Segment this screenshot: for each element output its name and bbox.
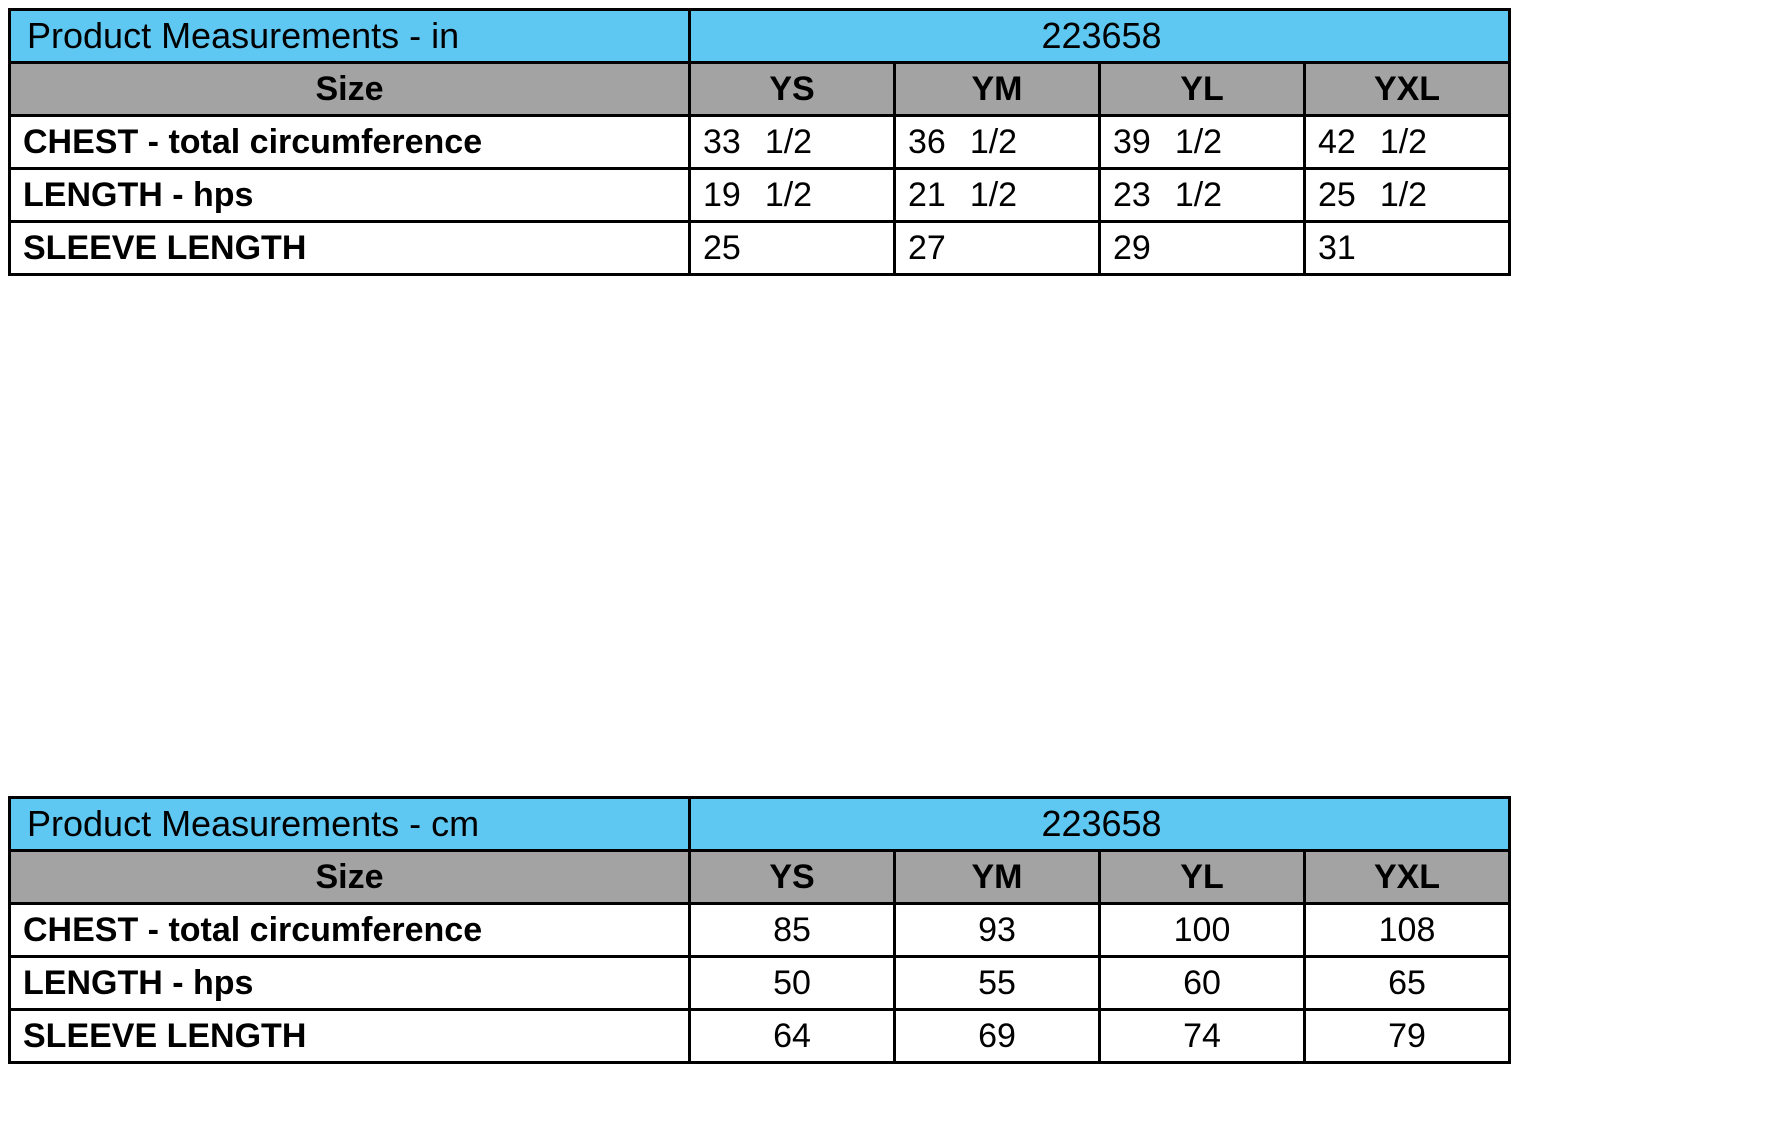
table-title: Product Measurements - in <box>10 10 690 63</box>
cell: 251/2 <box>1305 169 1510 222</box>
table-row: SLEEVE LENGTH 64 69 74 79 <box>10 1010 1510 1063</box>
table-row: SLEEVE LENGTH 25 27 29 31 <box>10 222 1510 275</box>
cell: 79 <box>1305 1010 1510 1063</box>
table-row: LENGTH - hps 191/2 211/2 231/2 251/2 <box>10 169 1510 222</box>
cell: 65 <box>1305 957 1510 1010</box>
cell: 64 <box>690 1010 895 1063</box>
cell: 74 <box>1100 1010 1305 1063</box>
cell: 231/2 <box>1100 169 1305 222</box>
table-row: CHEST - total circumference 331/2 361/2 … <box>10 116 1510 169</box>
size-header-row: Size YS YM YL YXL <box>10 851 1510 904</box>
row-label: SLEEVE LENGTH <box>10 222 690 275</box>
row-label: LENGTH - hps <box>10 169 690 222</box>
table-title-row: Product Measurements - cm 223658 <box>10 798 1510 851</box>
table-title-row: Product Measurements - in 223658 <box>10 10 1510 63</box>
table-row: LENGTH - hps 50 55 60 65 <box>10 957 1510 1010</box>
cell: 25 <box>690 222 895 275</box>
cell: 29 <box>1100 222 1305 275</box>
row-label: CHEST - total circumference <box>10 116 690 169</box>
table-title: Product Measurements - cm <box>10 798 690 851</box>
size-header-label: Size <box>10 63 690 116</box>
table-spacer <box>8 276 1784 796</box>
product-code: 223658 <box>690 798 1510 851</box>
size-header-label: Size <box>10 851 690 904</box>
measurements-table-cm: Product Measurements - cm 223658 Size YS… <box>8 796 1511 1064</box>
size-col-yxl: YXL <box>1305 851 1510 904</box>
product-code: 223658 <box>690 10 1510 63</box>
cell: 211/2 <box>895 169 1100 222</box>
cell: 50 <box>690 957 895 1010</box>
size-col-yl: YL <box>1100 851 1305 904</box>
cell: 93 <box>895 904 1100 957</box>
measurements-table-in: Product Measurements - in 223658 Size YS… <box>8 8 1511 276</box>
size-header-row: Size YS YM YL YXL <box>10 63 1510 116</box>
size-col-ym: YM <box>895 851 1100 904</box>
size-col-yl: YL <box>1100 63 1305 116</box>
cell: 361/2 <box>895 116 1100 169</box>
cell: 100 <box>1100 904 1305 957</box>
cell: 55 <box>895 957 1100 1010</box>
size-col-yxl: YXL <box>1305 63 1510 116</box>
size-col-ys: YS <box>690 851 895 904</box>
cell: 421/2 <box>1305 116 1510 169</box>
cell: 85 <box>690 904 895 957</box>
row-label: LENGTH - hps <box>10 957 690 1010</box>
cell: 191/2 <box>690 169 895 222</box>
size-col-ys: YS <box>690 63 895 116</box>
size-col-ym: YM <box>895 63 1100 116</box>
cell: 69 <box>895 1010 1100 1063</box>
row-label: CHEST - total circumference <box>10 904 690 957</box>
cell: 331/2 <box>690 116 895 169</box>
table-row: CHEST - total circumference 85 93 100 10… <box>10 904 1510 957</box>
cell: 108 <box>1305 904 1510 957</box>
cell: 31 <box>1305 222 1510 275</box>
cell: 60 <box>1100 957 1305 1010</box>
row-label: SLEEVE LENGTH <box>10 1010 690 1063</box>
cell: 27 <box>895 222 1100 275</box>
cell: 391/2 <box>1100 116 1305 169</box>
